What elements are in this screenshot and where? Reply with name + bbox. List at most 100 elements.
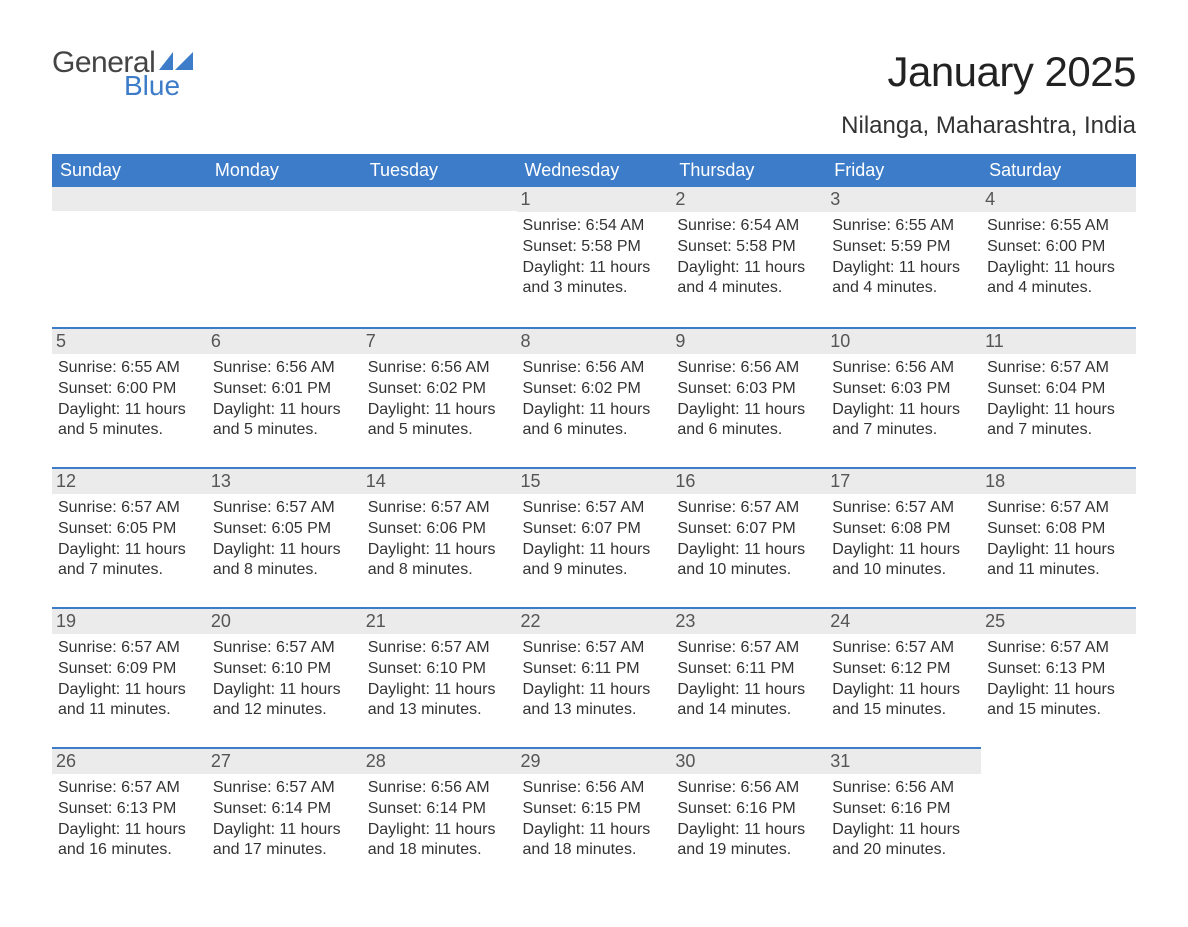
- day-details: Sunrise: 6:55 AMSunset: 6:00 PMDaylight:…: [58, 358, 201, 441]
- sunset-line: Sunset: 6:03 PM: [677, 379, 820, 400]
- daylight-line: Daylight: 11 hours and 6 minutes.: [677, 400, 820, 442]
- sunrise-line: Sunrise: 6:54 AM: [677, 216, 820, 237]
- sunset-line: Sunset: 6:08 PM: [832, 519, 975, 540]
- sunrise-line: Sunrise: 6:57 AM: [213, 498, 356, 519]
- sunrise-line: Sunrise: 6:57 AM: [832, 638, 975, 659]
- sunrise-line: Sunrise: 6:57 AM: [58, 778, 201, 799]
- sunrise-line: Sunrise: 6:57 AM: [523, 638, 666, 659]
- sunrise-line: Sunrise: 6:56 AM: [523, 358, 666, 379]
- day-number: 18: [981, 467, 1136, 494]
- daylight-line: Daylight: 11 hours and 13 minutes.: [368, 680, 511, 722]
- sunrise-line: Sunrise: 6:56 AM: [368, 358, 511, 379]
- day-details: Sunrise: 6:56 AMSunset: 6:02 PMDaylight:…: [523, 358, 666, 441]
- sunset-line: Sunset: 6:13 PM: [987, 659, 1130, 680]
- calendar-cell: [362, 187, 517, 327]
- calendar-cell: 9Sunrise: 6:56 AMSunset: 6:03 PMDaylight…: [671, 327, 826, 467]
- daylight-line: Daylight: 11 hours and 5 minutes.: [213, 400, 356, 442]
- day-number: 31: [826, 747, 981, 774]
- sunset-line: Sunset: 6:04 PM: [987, 379, 1130, 400]
- day-details: Sunrise: 6:57 AMSunset: 6:13 PMDaylight:…: [58, 778, 201, 861]
- sunrise-line: Sunrise: 6:57 AM: [987, 638, 1130, 659]
- calendar-cell: 14Sunrise: 6:57 AMSunset: 6:06 PMDayligh…: [362, 467, 517, 607]
- empty-day-bar: [362, 187, 517, 211]
- calendar-table: SundayMondayTuesdayWednesdayThursdayFrid…: [52, 154, 1136, 887]
- sunset-line: Sunset: 6:12 PM: [832, 659, 975, 680]
- sunset-line: Sunset: 6:00 PM: [987, 237, 1130, 258]
- day-details: Sunrise: 6:56 AMSunset: 6:03 PMDaylight:…: [677, 358, 820, 441]
- sunrise-line: Sunrise: 6:56 AM: [832, 358, 975, 379]
- sunset-line: Sunset: 5:58 PM: [677, 237, 820, 258]
- day-number: 26: [52, 747, 207, 774]
- day-number: 24: [826, 607, 981, 634]
- calendar-week-row: 1Sunrise: 6:54 AMSunset: 5:58 PMDaylight…: [52, 187, 1136, 327]
- daylight-line: Daylight: 11 hours and 20 minutes.: [832, 820, 975, 862]
- sunrise-line: Sunrise: 6:56 AM: [523, 778, 666, 799]
- sunset-line: Sunset: 6:09 PM: [58, 659, 201, 680]
- calendar-cell: [981, 747, 1136, 887]
- daylight-line: Daylight: 11 hours and 6 minutes.: [523, 400, 666, 442]
- sunrise-line: Sunrise: 6:56 AM: [213, 358, 356, 379]
- calendar-cell: 5Sunrise: 6:55 AMSunset: 6:00 PMDaylight…: [52, 327, 207, 467]
- calendar-cell: 27Sunrise: 6:57 AMSunset: 6:14 PMDayligh…: [207, 747, 362, 887]
- calendar-cell: 1 Sunrise: 6:54 AMSunset: 5:58 PMDaylight…: [517, 187, 672, 327]
- day-details: Sunrise: 6:54 AMSunset: 5:58 PMDaylight:…: [523, 216, 666, 299]
- calendar-cell: 21Sunrise: 6:57 AMSunset: 6:10 PMDayligh…: [362, 607, 517, 747]
- logo-swoosh-icon: [159, 52, 193, 78]
- sunrise-line: Sunrise: 6:57 AM: [213, 638, 356, 659]
- day-number: 1: [517, 187, 672, 212]
- sunset-line: Sunset: 6:02 PM: [523, 379, 666, 400]
- calendar-cell: 26 Sunrise: 6:57 AMSunset: 6:13 PMDayligh…: [52, 747, 207, 887]
- day-details: Sunrise: 6:55 AMSunset: 5:59 PMDaylight:…: [832, 216, 975, 299]
- sunrise-line: Sunrise: 6:55 AM: [832, 216, 975, 237]
- daylight-line: Daylight: 11 hours and 15 minutes.: [987, 680, 1130, 722]
- calendar-cell: 4Sunrise: 6:55 AMSunset: 6:00 PMDaylight…: [981, 187, 1136, 327]
- day-number: 6: [207, 327, 362, 354]
- calendar-cell: 25 Sunrise: 6:57 AMSunset: 6:13 PMDayligh…: [981, 607, 1136, 747]
- sunrise-line: Sunrise: 6:56 AM: [832, 778, 975, 799]
- day-number: 15: [517, 467, 672, 494]
- day-number: 13: [207, 467, 362, 494]
- calendar-cell: 29Sunrise: 6:56 AMSunset: 6:15 PMDayligh…: [517, 747, 672, 887]
- sunrise-line: Sunrise: 6:57 AM: [58, 638, 201, 659]
- sunset-line: Sunset: 5:59 PM: [832, 237, 975, 258]
- daylight-line: Daylight: 11 hours and 9 minutes.: [523, 540, 666, 582]
- calendar-cell: 17Sunrise: 6:57 AMSunset: 6:08 PMDayligh…: [826, 467, 981, 607]
- calendar-cell: 30Sunrise: 6:56 AMSunset: 6:16 PMDayligh…: [671, 747, 826, 887]
- day-details: Sunrise: 6:57 AMSunset: 6:12 PMDaylight:…: [832, 638, 975, 721]
- weekday-header: Tuesday: [362, 154, 517, 187]
- calendar-cell: 19Sunrise: 6:57 AMSunset: 6:09 PMDayligh…: [52, 607, 207, 747]
- day-number: 25: [981, 607, 1136, 634]
- calendar-cell: 15Sunrise: 6:57 AMSunset: 6:07 PMDayligh…: [517, 467, 672, 607]
- brand-logo: General Blue: [52, 48, 193, 100]
- day-number: 28: [362, 747, 517, 774]
- sunset-line: Sunset: 6:07 PM: [677, 519, 820, 540]
- day-number: 20: [207, 607, 362, 634]
- sunrise-line: Sunrise: 6:54 AM: [523, 216, 666, 237]
- day-number: 12: [52, 467, 207, 494]
- daylight-line: Daylight: 11 hours and 10 minutes.: [677, 540, 820, 582]
- weekday-header: Saturday: [981, 154, 1136, 187]
- day-details: Sunrise: 6:57 AMSunset: 6:04 PMDaylight:…: [987, 358, 1130, 441]
- calendar-cell: 28Sunrise: 6:56 AMSunset: 6:14 PMDayligh…: [362, 747, 517, 887]
- weekday-header: Wednesday: [517, 154, 672, 187]
- sunrise-line: Sunrise: 6:56 AM: [677, 358, 820, 379]
- calendar-cell: 16Sunrise: 6:57 AMSunset: 6:07 PMDayligh…: [671, 467, 826, 607]
- daylight-line: Daylight: 11 hours and 19 minutes.: [677, 820, 820, 862]
- daylight-line: Daylight: 11 hours and 18 minutes.: [368, 820, 511, 862]
- daylight-line: Daylight: 11 hours and 4 minutes.: [832, 258, 975, 300]
- daylight-line: Daylight: 11 hours and 7 minutes.: [58, 540, 201, 582]
- sunset-line: Sunset: 6:05 PM: [213, 519, 356, 540]
- day-details: Sunrise: 6:57 AMSunset: 6:11 PMDaylight:…: [523, 638, 666, 721]
- day-details: Sunrise: 6:57 AMSunset: 6:08 PMDaylight:…: [987, 498, 1130, 581]
- day-details: Sunrise: 6:56 AMSunset: 6:16 PMDaylight:…: [677, 778, 820, 861]
- calendar-cell: 3Sunrise: 6:55 AMSunset: 5:59 PMDaylight…: [826, 187, 981, 327]
- sunrise-line: Sunrise: 6:56 AM: [368, 778, 511, 799]
- day-number: 2: [671, 187, 826, 212]
- day-number: 7: [362, 327, 517, 354]
- daylight-line: Daylight: 11 hours and 7 minutes.: [987, 400, 1130, 442]
- day-details: Sunrise: 6:55 AMSunset: 6:00 PMDaylight:…: [987, 216, 1130, 299]
- sunset-line: Sunset: 6:13 PM: [58, 799, 201, 820]
- calendar-cell: 2Sunrise: 6:54 AMSunset: 5:58 PMDaylight…: [671, 187, 826, 327]
- sunset-line: Sunset: 6:10 PM: [213, 659, 356, 680]
- daylight-line: Daylight: 11 hours and 18 minutes.: [523, 820, 666, 862]
